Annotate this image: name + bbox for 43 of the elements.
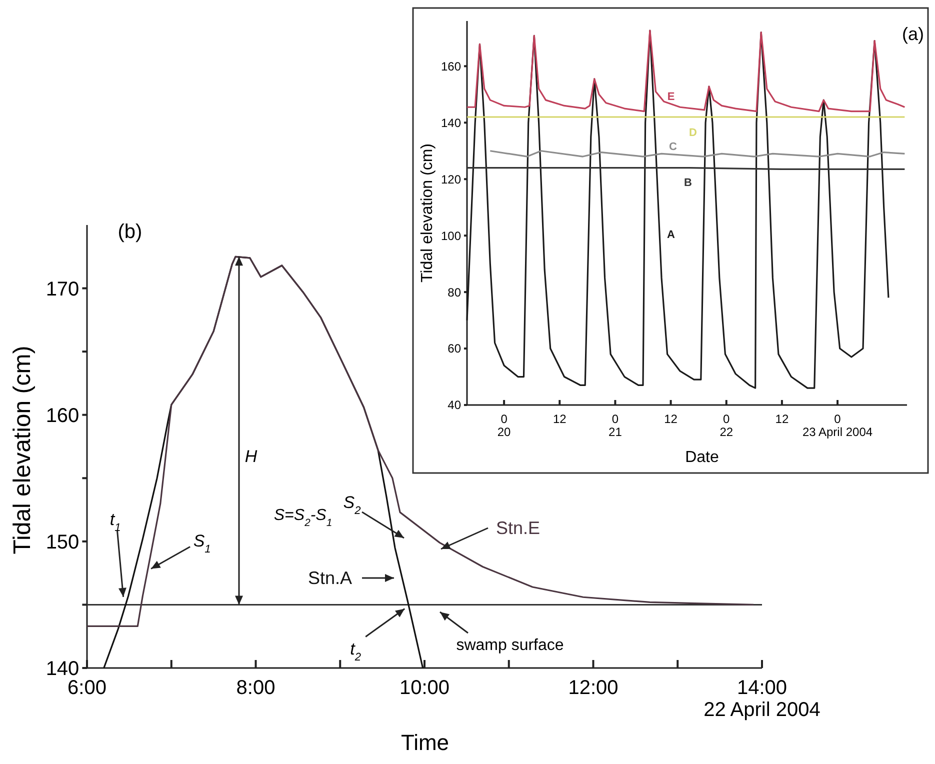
annotation: H [244, 447, 258, 466]
x-axis-title: Date [685, 449, 719, 466]
y-tick-label: 80 [448, 285, 462, 300]
x-tick-label: 0 21 [608, 412, 622, 440]
x-tick-label: 0 20 [497, 412, 512, 440]
text: Stn.A [308, 568, 352, 588]
annotation: t$_{2}$ [350, 640, 362, 664]
annotation: (b) [118, 221, 142, 243]
annotation: t$_{1}$ [110, 510, 121, 534]
y-tick-label: 140 [440, 116, 462, 130]
annotation: S$_{2}$ [343, 493, 361, 517]
annotation: (a) [902, 24, 924, 44]
x-tick-label: 8:00 [236, 677, 276, 699]
series-label: B [684, 177, 692, 189]
x-tick-label: 10:00 [399, 677, 450, 699]
x-tick-label: 0 23 April 2004 [802, 412, 873, 440]
x-tick-label: 6:00 [68, 677, 106, 699]
y-tick-label: 100 [440, 228, 462, 243]
y-axis-title: Tidal elevation (cm) [419, 143, 436, 283]
y-tick-label: 170 [46, 278, 80, 300]
x-tick-label: 14:00 22 April 2004 [704, 677, 820, 721]
ref-line-label: swamp surface [456, 637, 564, 654]
y-tick-label: 140 [46, 658, 80, 680]
series-label: A [667, 229, 676, 241]
series-label: E [667, 91, 675, 103]
x-tick-label: 12 [552, 412, 567, 426]
y-tick-label: 160 [440, 59, 462, 74]
y-tick-label: 150 [46, 531, 80, 554]
x-axis-title: Time [400, 730, 450, 755]
y-tick-label: 120 [440, 172, 462, 186]
x-tick-label: 0 22 [720, 412, 734, 440]
series-label: D [689, 127, 698, 139]
series-label: Stn.E [496, 518, 540, 538]
series-label: C [669, 141, 678, 153]
y-axis-title: Tidal elevation (cm) [9, 346, 36, 554]
y-tick-label: 40 [448, 398, 462, 412]
x-tick-label: 12:00 [568, 677, 618, 699]
x-tick-label: 12 [775, 412, 789, 426]
annotation: S=S$_{2}$-S$_{1}$ [274, 507, 332, 528]
y-tick-label: 160 [46, 404, 80, 427]
annotation: S$_{1}$ [193, 532, 211, 556]
y-tick-label: 60 [448, 342, 462, 356]
x-tick-label: 12 [664, 412, 678, 426]
